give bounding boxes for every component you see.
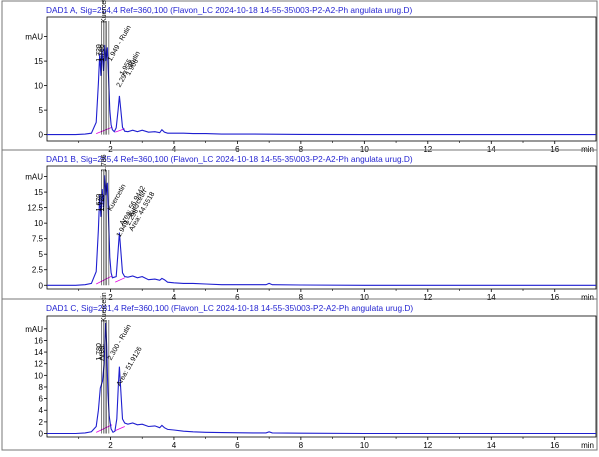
- integration-baseline: [96, 126, 113, 135]
- integration-baseline: [115, 426, 125, 431]
- panel-title: DAD1 C, Sig=281,4 Ref=360,100 (Flavon_LC…: [46, 303, 413, 313]
- x-tick-label: 6: [235, 293, 240, 302]
- y-axis-label: mAU: [25, 33, 43, 42]
- peak-annotation: Kuercetin: [107, 183, 128, 212]
- x-axis-unit: min: [581, 293, 594, 302]
- panel-2: DAD1 B, Sig=265,4 Ref=360,100 (Flavon_LC…: [1, 149, 598, 302]
- y-tick-label: 10: [34, 371, 43, 380]
- x-tick-label: 12: [423, 441, 432, 450]
- peak-annotation: Kuercetin: [101, 0, 108, 23]
- series-line: [47, 44, 596, 136]
- x-tick-label: 8: [299, 293, 304, 302]
- y-tick-label: 4: [39, 406, 44, 415]
- y-tick-label: 5: [39, 106, 44, 115]
- series-line: [47, 175, 596, 286]
- integration-baseline: [96, 275, 113, 285]
- x-axis-unit: min: [581, 441, 594, 450]
- peak-annotation: Kuercetin: [101, 292, 108, 322]
- panel-1: DAD1 A, Sig=254,4 Ref=360,100 (Flavon_LC…: [1, 0, 598, 154]
- y-tick-label: 10: [34, 82, 43, 91]
- x-tick-label: 16: [550, 441, 559, 450]
- x-tick-label: 14: [487, 441, 496, 450]
- y-tick-label: 6: [39, 395, 44, 404]
- peak-annotation: Area:: [98, 344, 105, 361]
- plot-area: [46, 315, 597, 438]
- y-axis-label: mAU: [25, 325, 43, 334]
- peak-annotation: 1.780: [96, 343, 103, 361]
- peak-annotation: 1.786: [98, 44, 105, 62]
- plot-area: [46, 16, 597, 142]
- x-tick-label: 10: [360, 293, 369, 302]
- y-tick-label: 12.5: [27, 204, 43, 213]
- y-tick-label: 8: [39, 383, 44, 392]
- peak-annotation: 1.720: [96, 44, 103, 62]
- x-tick-label: 6: [235, 441, 240, 450]
- x-tick-label: 2: [108, 293, 113, 302]
- y-tick-label: 2.5: [32, 266, 44, 275]
- panel-title: DAD1 B, Sig=265,4 Ref=360,100 (Flavon_LC…: [46, 154, 413, 164]
- integration-baseline: [115, 277, 125, 283]
- y-tick-label: 15: [34, 188, 43, 197]
- y-tick-label: 0: [39, 430, 44, 439]
- peak-annotation: 1.949 - Rutin: [107, 24, 133, 62]
- x-tick-label: 4: [172, 441, 177, 450]
- panel-3: DAD1 C, Sig=281,4 Ref=360,100 (Flavon_LC…: [1, 292, 598, 451]
- y-tick-label: 2: [39, 418, 44, 427]
- panel-frame: [1, 0, 598, 151]
- peak-annotation: 2.300 - Rutin: [107, 323, 133, 361]
- y-tick-label: 14: [34, 348, 43, 357]
- y-tick-label: 7.5: [32, 235, 44, 244]
- x-tick-label: 12: [423, 293, 432, 302]
- x-tick-label: 2: [108, 441, 113, 450]
- peak-annotation: 1.670: [96, 194, 103, 212]
- plot-area: [46, 165, 597, 290]
- y-axis-label: mAU: [25, 173, 43, 182]
- series-line: [47, 322, 596, 435]
- panel-frame: [1, 298, 598, 451]
- panel-frame: [1, 149, 598, 300]
- x-tick-label: 8: [299, 441, 304, 450]
- y-tick-label: 0: [39, 131, 44, 140]
- x-tick-label: 10: [360, 441, 369, 450]
- y-tick-label: 0: [39, 281, 44, 290]
- integration-baseline: [96, 424, 113, 433]
- peak-annotation: 1.720: [98, 194, 105, 212]
- x-tick-label: 4: [172, 293, 177, 302]
- y-tick-label: 16: [34, 336, 43, 345]
- y-tick-label: 10: [34, 219, 43, 228]
- y-tick-label: 5: [39, 250, 44, 259]
- x-tick-label: 14: [487, 293, 496, 302]
- x-tick-label: 16: [550, 293, 559, 302]
- y-tick-label: 15: [34, 57, 43, 66]
- peak-annotation: 1.786: [101, 154, 108, 172]
- y-tick-label: 12: [34, 360, 43, 369]
- panel-title: DAD1 A, Sig=254,4 Ref=360,100 (Flavon_LC…: [46, 5, 412, 15]
